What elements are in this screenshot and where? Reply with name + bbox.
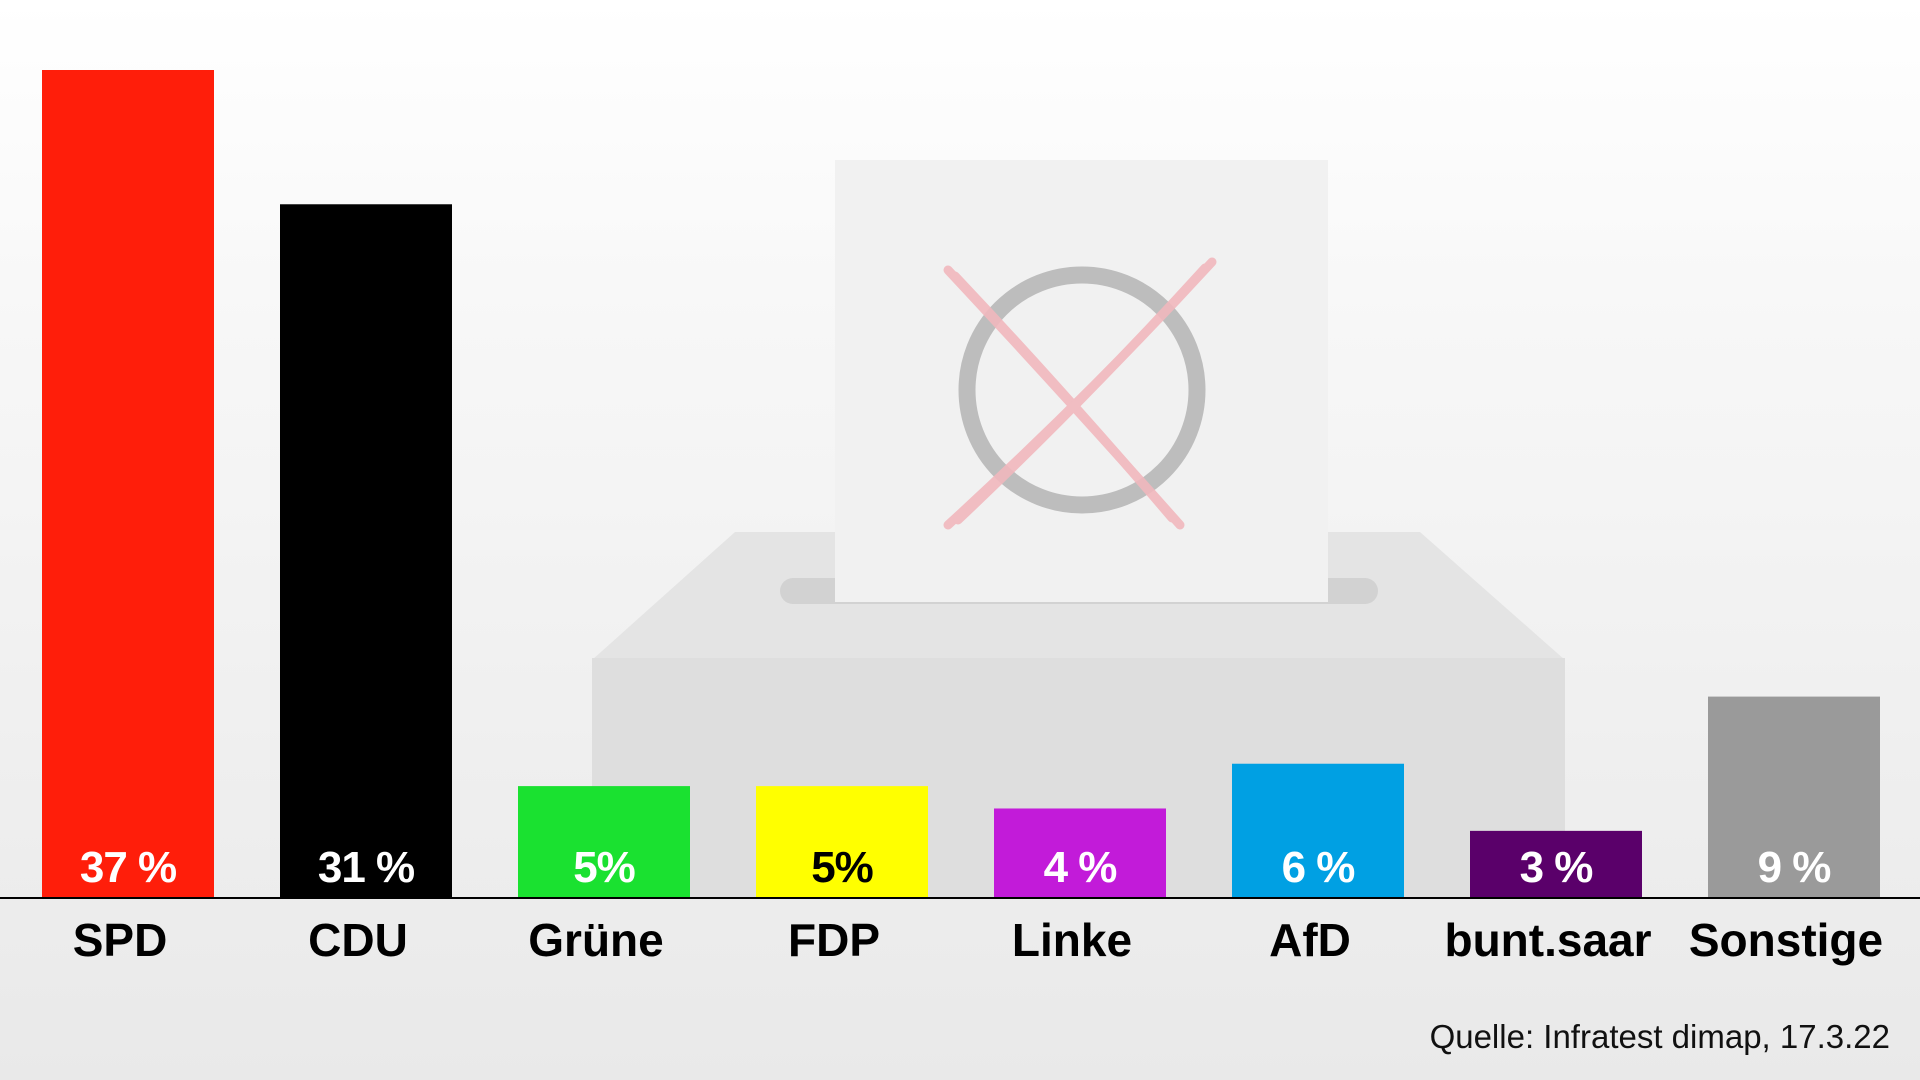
bar-gr-ne: [518, 786, 690, 898]
category-label-gr-ne: Grüne: [528, 914, 663, 966]
labels-group: 37 % SPD 31 % CDU 5% Grüne 5% FDP 4 % Linke 6 % AfD…: [73, 843, 1883, 966]
category-label-spd: SPD: [73, 914, 168, 966]
value-label-bunt-saar: 3 %: [1520, 843, 1593, 892]
category-label-fdp: FDP: [788, 914, 880, 966]
value-label-afd: 6 %: [1282, 843, 1355, 892]
category-label-afd: AfD: [1269, 914, 1351, 966]
ballot-circle-icon: [958, 266, 1206, 514]
ballot-box-illustration: [592, 160, 1565, 898]
value-label-sonstige: 9 %: [1758, 843, 1831, 892]
value-label-linke: 4 %: [1044, 843, 1117, 892]
bar-sonstige: [1708, 696, 1880, 898]
bar-linke: [994, 808, 1166, 898]
bar-afd: [1232, 763, 1404, 898]
source-note: Quelle: Infratest dimap, 17.3.22: [1429, 1018, 1890, 1055]
value-label-cdu: 31 %: [318, 843, 414, 892]
category-label-cdu: CDU: [308, 914, 408, 966]
bars-group: [42, 70, 1880, 898]
bar-bunt-saar: [1470, 830, 1642, 898]
value-label-spd: 37 %: [80, 843, 176, 892]
value-label-fdp: 5%: [811, 843, 873, 892]
value-label-gr-ne: 5%: [573, 843, 635, 892]
ballot-cross-icon: [943, 257, 1217, 530]
bar-fdp: [756, 786, 928, 898]
bar-cdu: [280, 204, 452, 898]
category-label-linke: Linke: [1012, 914, 1132, 966]
category-label-bunt-saar: bunt.saar: [1444, 914, 1651, 966]
category-label-sonstige: Sonstige: [1689, 914, 1883, 966]
bar-spd: [42, 70, 214, 898]
ballot-paper: [835, 160, 1328, 602]
